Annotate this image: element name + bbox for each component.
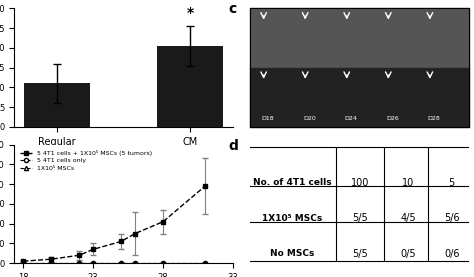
Text: 5: 5 [448,178,455,188]
Text: d: d [228,139,238,153]
Text: 1X10⁵ MSCs: 1X10⁵ MSCs [262,214,322,223]
Text: D24: D24 [345,116,357,121]
Text: D26: D26 [386,116,399,121]
Text: 5/5: 5/5 [352,213,368,223]
Bar [250,68,469,127]
Text: D28: D28 [428,116,440,121]
Text: No MSCs: No MSCs [270,249,314,258]
Bar [250,8,469,68]
Text: D18: D18 [262,116,274,121]
Text: 100: 100 [351,178,369,188]
Text: 4/5: 4/5 [400,213,416,223]
Bar [24,83,91,127]
Text: 10: 10 [402,178,414,188]
Text: No. of 4T1 cells: No. of 4T1 cells [253,178,331,187]
Text: c: c [228,2,237,16]
Text: 0/5: 0/5 [400,249,416,259]
Text: *: * [186,6,193,20]
Legend: 5 4T1 cells + 1X10⁵ MSCs (5 tumors), 5 4T1 cells only, 1X10⁵ MSCs: 5 4T1 cells + 1X10⁵ MSCs (5 tumors), 5 4… [18,148,155,173]
Bar [157,46,223,127]
Text: D20: D20 [303,116,316,121]
Text: 5/5: 5/5 [352,249,368,259]
Text: 0/6: 0/6 [444,249,459,259]
Text: 5/6: 5/6 [444,213,460,223]
